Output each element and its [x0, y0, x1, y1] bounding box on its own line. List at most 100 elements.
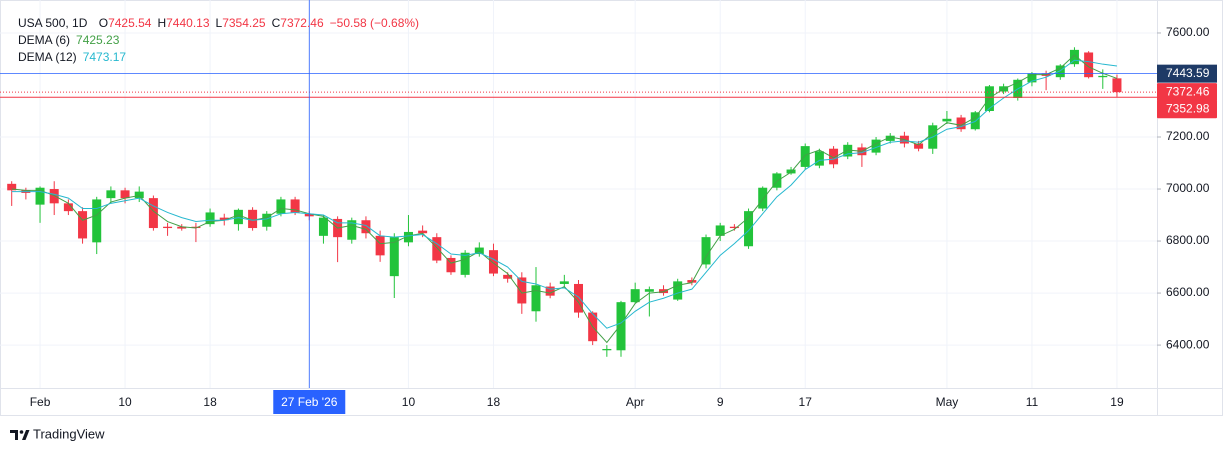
candle-body: [177, 226, 187, 229]
candle-body: [347, 220, 357, 240]
change: −50.58 (−0.68%): [330, 16, 419, 30]
ohlc-label: L: [216, 16, 223, 30]
x-tick-label: 18: [487, 395, 501, 409]
ohlc-label: H: [157, 16, 166, 30]
candle-body: [942, 118, 952, 122]
candle-body: [914, 143, 924, 149]
ohlc-value: 7372.46: [280, 16, 324, 30]
symbol-header: USA 500, 1D O7425.54 H7440.13 L7354.25 C737…: [18, 16, 419, 30]
candle-body: [687, 280, 697, 283]
candle-body: [106, 190, 116, 199]
candle-body: [531, 285, 541, 312]
chart-frame: [0, 0, 1223, 416]
candle-body: [1112, 78, 1122, 93]
y-tick-label: 7200.00: [1166, 129, 1210, 143]
candle-body: [49, 189, 59, 204]
candle-body: [701, 237, 711, 265]
price-label-bg: [1157, 100, 1217, 119]
y-tick-label: 7000.00: [1166, 181, 1210, 195]
candle-body: [78, 211, 88, 239]
candle-body: [956, 117, 966, 130]
candle-body: [148, 198, 158, 229]
legend-value: 7425.23: [76, 33, 120, 47]
candle-body: [1098, 75, 1108, 78]
ohlc-value: 7440.13: [166, 16, 210, 30]
candle-body: [460, 252, 470, 275]
y-tick-label: 6600.00: [1166, 285, 1210, 299]
x-tick-label: 11: [1026, 395, 1039, 409]
candle-body: [814, 151, 824, 166]
y-tick-label: 6400.00: [1166, 337, 1210, 351]
candle-body: [1027, 73, 1037, 83]
candle-body: [389, 237, 399, 277]
candle-body: [574, 283, 583, 313]
indicator-line: [11, 54, 1118, 344]
candle-body: [233, 209, 243, 225]
candle-body: [63, 203, 73, 212]
candle-body: [92, 199, 102, 243]
candle-body: [545, 286, 555, 296]
candle-body: [602, 348, 612, 351]
candle-body: [503, 274, 513, 279]
candle-body: [474, 247, 484, 255]
candle-body: [205, 212, 215, 225]
candle-body: [361, 220, 371, 234]
candle-body: [1069, 49, 1079, 65]
candle-body: [758, 187, 768, 209]
brand-name: TradingView: [33, 426, 105, 441]
candle-body: [276, 199, 286, 214]
x-tick-label: 10: [402, 395, 416, 409]
candle-body: [659, 289, 669, 294]
y-tick-label: 6800.00: [1166, 233, 1210, 247]
candle-body: [616, 302, 626, 351]
candle-body: [772, 173, 782, 188]
legend-entry: DEMA (6) 7425.23: [18, 33, 120, 47]
candle-body: [163, 226, 173, 229]
candle-body: [744, 211, 754, 247]
indicator-line: [11, 59, 1118, 329]
crosshair-price-label: 7443.59: [1166, 66, 1210, 80]
candle-body: [644, 289, 654, 292]
legend-name: DEMA (6): [18, 33, 70, 47]
x-tick-label: 18: [203, 395, 217, 409]
candle-body: [432, 237, 442, 261]
candle-body: [673, 281, 683, 300]
crosshair-date-label: 27 Feb '26: [281, 395, 338, 409]
x-tick-label: May: [936, 395, 959, 409]
x-tick-label: 19: [1110, 395, 1124, 409]
candle-body: [446, 257, 456, 273]
crosshair-date-bg: [273, 390, 346, 414]
candle-body: [120, 190, 130, 199]
x-tick-label: 9: [717, 395, 724, 409]
candle-body: [1084, 52, 1094, 78]
candle-body: [800, 146, 810, 167]
ohlc-value: 7425.54: [108, 16, 152, 30]
candle-body: [7, 183, 17, 191]
x-tick-label: 17: [799, 395, 813, 409]
candle-body: [715, 225, 725, 236]
price-label: 7352.98: [1166, 101, 1210, 115]
price-label-bg: [1157, 83, 1217, 102]
ohlc-value: 7354.25: [222, 16, 266, 30]
candle-body: [559, 281, 569, 284]
legend-entry: DEMA (12) 7473.17: [18, 50, 126, 64]
candle-body: [262, 213, 272, 227]
candle-body: [248, 209, 258, 229]
ohlc-label: C: [272, 16, 281, 30]
candle-body: [290, 199, 300, 213]
candle-body: [191, 226, 201, 229]
candle-body: [729, 226, 739, 229]
candle-body: [871, 139, 881, 153]
x-tick-label: 10: [118, 395, 132, 409]
candle-body: [375, 235, 385, 256]
y-tick-label: 7600.00: [1166, 25, 1210, 39]
overlay: [0, 0, 1157, 388]
candle-body: [219, 217, 229, 221]
candle-body: [1055, 65, 1065, 78]
legend-name: DEMA (12): [18, 50, 77, 64]
price-label: 7372.46: [1166, 84, 1210, 98]
candle-body: [318, 217, 328, 236]
x-tick-label: Feb: [30, 395, 51, 409]
candle-body: [630, 289, 640, 303]
